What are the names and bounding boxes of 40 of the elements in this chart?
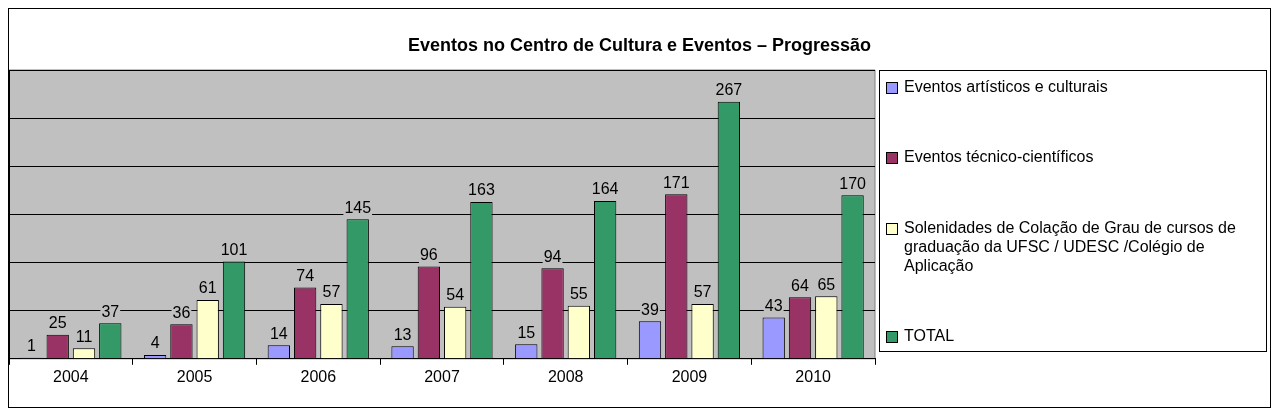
legend-label: Eventos artísticos e culturais: [904, 77, 1108, 96]
legend-label: Solenidades de Colação de Grau de cursos de graduação da UFSC / UDESC /Colégio de Aplicação: [904, 217, 1237, 275]
x-tick-label: 2008: [547, 367, 584, 385]
data-label: 55: [569, 285, 588, 303]
data-label: 171: [662, 173, 690, 191]
legend-label: Eventos técnico-científicos: [904, 147, 1094, 167]
data-label: 13: [393, 325, 412, 343]
data-label: 57: [322, 283, 341, 301]
data-label: 64: [791, 276, 809, 294]
data-label: 25: [48, 314, 67, 332]
x-tick-label: 2005: [176, 367, 213, 385]
x-tick-label: 2010: [795, 367, 832, 385]
x-tick-label: 2006: [300, 367, 337, 385]
data-label: 74: [296, 266, 315, 284]
x-tick-label: 2009: [671, 367, 708, 385]
data-label: 267: [715, 81, 743, 99]
data-label: 96: [419, 245, 438, 263]
data-label: 15: [517, 323, 536, 341]
data-label: 36: [172, 303, 191, 321]
data-label: 101: [220, 240, 248, 258]
data-label: 1: [26, 337, 36, 355]
legend-label: TOTAL: [904, 326, 955, 345]
data-label: 39: [641, 300, 659, 318]
data-label: 145: [344, 198, 372, 216]
data-label: 94: [543, 247, 562, 265]
data-label: 14: [269, 324, 288, 342]
data-label: 54: [446, 286, 465, 304]
data-label: 164: [591, 180, 619, 198]
x-tick-label: 2004: [53, 367, 89, 385]
data-label: 43: [764, 296, 783, 314]
data-label: 37: [101, 302, 120, 320]
data-label: 57: [693, 283, 712, 301]
data-label: 61: [198, 279, 217, 297]
data-label: 163: [468, 181, 495, 199]
data-label: 11: [75, 327, 93, 345]
data-label: 170: [839, 174, 867, 192]
x-tick-label: 2007: [424, 367, 460, 385]
chart-title: Eventos no Centro de Cultura e Eventos – Progressão: [406, 34, 873, 56]
data-label: 4: [150, 334, 160, 352]
data-label: 65: [817, 275, 836, 293]
